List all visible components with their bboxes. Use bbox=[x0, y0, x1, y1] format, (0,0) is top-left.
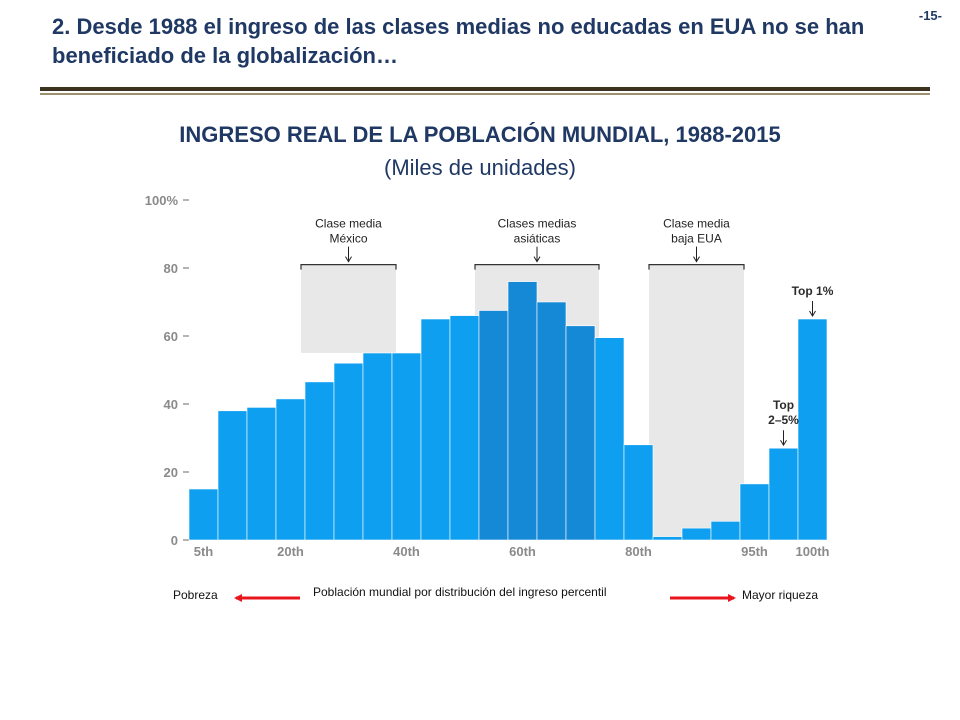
group-label: baja EUA bbox=[671, 232, 722, 246]
bar-annotation-label: 2–5% bbox=[768, 413, 799, 427]
bar bbox=[420, 318, 451, 541]
bar bbox=[478, 310, 509, 541]
group-bracket bbox=[300, 264, 397, 270]
y-tick-label: 40 bbox=[164, 397, 178, 412]
x-tick-label: 20th bbox=[277, 544, 304, 559]
x-tick-label: 80th bbox=[625, 544, 652, 559]
page-number: -15- bbox=[918, 8, 942, 23]
y-tick-label: 20 bbox=[164, 465, 178, 480]
y-tick-label: 80 bbox=[164, 261, 178, 276]
bar bbox=[507, 281, 538, 541]
bar bbox=[710, 520, 741, 541]
bar bbox=[246, 407, 277, 541]
group-label: asiáticas bbox=[514, 232, 561, 246]
group-label: México bbox=[329, 232, 367, 246]
x-tick-label: 60th bbox=[509, 544, 536, 559]
group-label: Clases medias bbox=[498, 217, 577, 231]
shaded-region bbox=[649, 264, 744, 540]
y-tick-label: 0 bbox=[171, 533, 178, 548]
bar bbox=[594, 337, 625, 541]
bar bbox=[449, 315, 480, 541]
bar bbox=[652, 536, 683, 541]
title-divider bbox=[40, 87, 930, 91]
group-bracket bbox=[648, 264, 745, 270]
group-arrow-head-icon bbox=[693, 256, 700, 263]
chart-title: INGRESO REAL DE LA POBLACIÓN MUNDIAL, 19… bbox=[179, 122, 781, 147]
title-divider-accent bbox=[40, 93, 930, 95]
x-axis-label: Población mundial por distribución del i… bbox=[313, 585, 607, 599]
bar bbox=[536, 301, 567, 541]
slide-title: 2. Desde 1988 el ingreso de las clases m… bbox=[52, 14, 865, 68]
y-tick-label: 60 bbox=[164, 329, 178, 344]
x-tick-label: 5th bbox=[194, 544, 214, 559]
y-tick-label: 100% bbox=[145, 193, 179, 208]
bar bbox=[217, 410, 248, 541]
x-tick-label: 40th bbox=[393, 544, 420, 559]
bar bbox=[188, 488, 219, 541]
bar-annotation-label: Top bbox=[773, 398, 794, 412]
bar bbox=[623, 444, 654, 541]
bar bbox=[304, 381, 335, 541]
group-bracket bbox=[474, 264, 600, 270]
bar bbox=[768, 447, 799, 541]
group-label: Clase media bbox=[663, 217, 730, 231]
bar-annotation-label: Top 1% bbox=[792, 284, 834, 298]
bar-arrow-head-icon bbox=[809, 310, 816, 317]
bar bbox=[739, 483, 770, 541]
wealth-label: Mayor riqueza bbox=[742, 588, 819, 602]
bar bbox=[362, 352, 393, 541]
chart-subtitle: (Miles de unidades) bbox=[384, 155, 576, 180]
bar bbox=[275, 398, 306, 541]
bar bbox=[681, 527, 712, 541]
poverty-label: Pobreza bbox=[173, 588, 218, 602]
bar bbox=[565, 325, 596, 541]
x-tick-label: 100th bbox=[796, 544, 830, 559]
bar bbox=[391, 352, 422, 541]
group-arrow-head-icon bbox=[345, 256, 352, 263]
bar bbox=[333, 362, 364, 541]
bar-arrow-head-icon bbox=[780, 439, 787, 447]
group-label: Clase media bbox=[315, 217, 382, 231]
shaded-region bbox=[301, 264, 396, 353]
x-tick-label: 95th bbox=[741, 544, 768, 559]
bar bbox=[797, 318, 828, 541]
group-arrow-head-icon bbox=[533, 256, 541, 263]
